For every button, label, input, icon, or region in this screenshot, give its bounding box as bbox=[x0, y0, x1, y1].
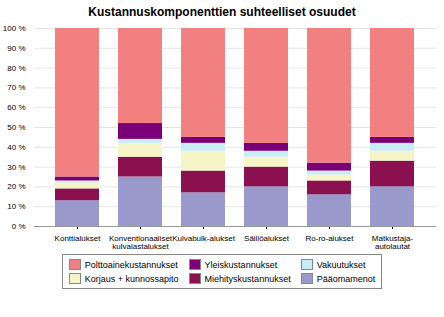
svg-text:Matkustaja-autolautat: Matkustaja-autolautat bbox=[372, 234, 414, 251]
html-text:Pääomamenot: Pääomamenot bbox=[316, 273, 376, 284]
svg-text:30 %: 30 % bbox=[7, 163, 25, 172]
svg-text:90 %: 90 % bbox=[7, 44, 25, 53]
svg-text:Säiliöalukset: Säiliöalukset bbox=[244, 234, 290, 243]
svg-text:100 %: 100 % bbox=[3, 24, 26, 33]
html-text:Korjaus + kunnossapito: Korjaus + kunnossapito bbox=[84, 273, 179, 284]
svg-text:20 %: 20 % bbox=[7, 182, 25, 191]
svg-text:Ro-ro-alukset: Ro-ro-alukset bbox=[305, 234, 354, 243]
svg-text:Kulvabulk-alukset: Kulvabulk-alukset bbox=[172, 234, 235, 243]
svg-text:60 %: 60 % bbox=[7, 103, 25, 112]
svg-text:70 %: 70 % bbox=[7, 83, 25, 92]
svg-text:10 %: 10 % bbox=[7, 202, 25, 211]
html-text:Yleiskustannukset: Yleiskustannukset bbox=[204, 259, 278, 270]
html-text:Miehityskustannukset: Miehityskustannukset bbox=[204, 273, 291, 284]
html-text:Vakuutukset: Vakuutukset bbox=[316, 259, 366, 270]
svg-text:80 %: 80 % bbox=[7, 64, 25, 73]
svg-text:40 %: 40 % bbox=[7, 143, 25, 152]
html-text:Polttoainekustannukset: Polttoainekustannukset bbox=[84, 259, 178, 270]
svg-text:Konttialukset: Konttialukset bbox=[55, 234, 102, 243]
svg-text:50 %: 50 % bbox=[7, 123, 25, 132]
html-text:Kustannuskomponenttien suhteel: Kustannuskomponenttien suhteelliset osuu… bbox=[88, 5, 356, 19]
svg-text:0 %: 0 % bbox=[12, 222, 26, 231]
svg-text:Konventionaalisetkulvalastaluk: Konventionaalisetkulvalastalukset bbox=[109, 234, 173, 251]
